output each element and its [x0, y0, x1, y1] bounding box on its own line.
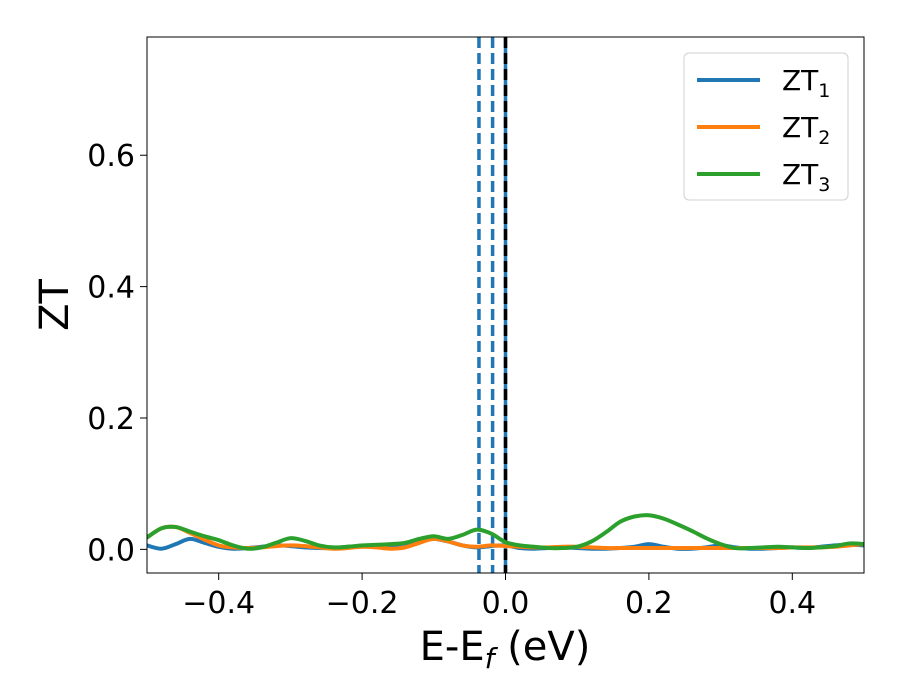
series-lines	[147, 513, 864, 551]
x-tick-label: 0.0	[482, 586, 530, 621]
y-tick-label: 0.2	[87, 402, 135, 437]
x-tick-label: −0.2	[326, 586, 399, 621]
legend-items: ZT1 ZT2 ZT3	[697, 64, 830, 196]
legend-box	[683, 52, 849, 201]
reference-lines	[477, 37, 508, 573]
legend-label-2: ZT2	[782, 111, 830, 149]
y-axis-title: ZT	[32, 279, 78, 331]
legend-label-3: ZT3	[782, 158, 830, 196]
series-line-3	[147, 513, 864, 551]
y-tick-label: 0.0	[87, 533, 135, 568]
x-axis-title: E-Ef (eV)	[420, 624, 591, 675]
x-axis-title-unit: (eV)	[494, 624, 590, 670]
legend: ZT1 ZT2 ZT3	[683, 52, 849, 201]
x-axis-ticks: −0.4 −0.2 0.0 0.2 0.4	[182, 573, 816, 621]
legend-label-1: ZT1	[782, 64, 830, 102]
x-tick-label: 0.4	[768, 586, 816, 621]
x-tick-label: −0.4	[182, 586, 255, 621]
x-axis-title-main: E-E	[420, 624, 485, 670]
x-tick-label: 0.2	[625, 586, 673, 621]
y-tick-label: 0.6	[87, 139, 135, 174]
y-tick-label: 0.4	[87, 271, 135, 306]
y-axis-ticks: 0.0 0.2 0.4 0.6	[87, 139, 147, 568]
